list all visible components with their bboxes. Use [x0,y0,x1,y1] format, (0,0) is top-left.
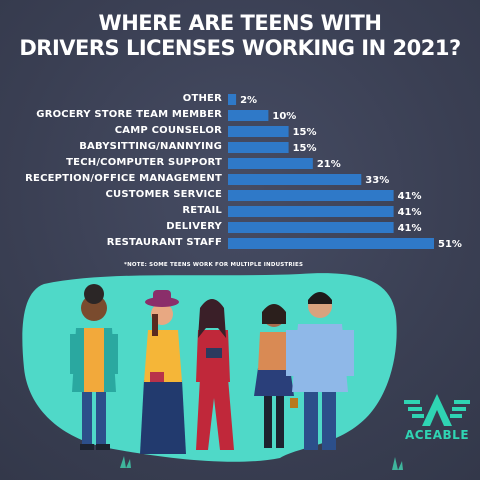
category-label: GROCERY STORE TEAM MEMBER [36,109,222,120]
category-label: DELIVERY [166,221,222,232]
category-label: RETAIL [182,205,222,216]
title-line-2: DRIVERS LICENSES WORKING IN 2021? [19,36,461,60]
value-label: 33% [365,175,389,186]
bar [228,190,394,201]
bar [228,206,394,217]
value-label: 15% [293,143,317,154]
grass-icon [120,456,131,468]
grass-icon [392,457,403,470]
person-2 [140,290,186,454]
title-line-1: WHERE ARE TEENS WITH [98,11,382,35]
bar [228,142,289,153]
category-label: CUSTOMER SERVICE [105,189,222,200]
person-4 [254,304,298,448]
person-1 [70,284,118,450]
category-label: BABYSITTING/NANNYING [79,141,222,152]
bar [228,174,362,185]
footnote: *NOTE: SOME TEENS WORK FOR MULTIPLE INDU… [124,262,304,268]
value-label: 41% [398,223,422,234]
value-label: 21% [317,159,341,170]
category-label: RECEPTION/OFFICE MANAGEMENT [25,173,222,184]
bar-chart: 2%10%15%15%21%33%41%41%41%51% [228,94,462,250]
value-label: 10% [272,111,296,122]
category-label: CAMP COUNSELOR [114,125,222,136]
bar [228,126,289,137]
teens-illustration [22,273,403,470]
value-label: 2% [240,95,257,106]
aceable-logo-text: ACEABLE [404,428,470,442]
category-label: OTHER [182,93,222,104]
value-label: 15% [293,127,317,138]
category-label: RESTAURANT STAFF [106,237,222,248]
person-5 [286,292,354,450]
person-3 [196,299,234,450]
bar [228,110,269,121]
aceable-logo-icon [404,394,470,426]
value-label: 51% [438,239,462,250]
bar [228,222,394,233]
value-label: 41% [398,191,422,202]
bar [228,158,313,169]
category-label: TECH/COMPUTER SUPPORT [66,157,222,168]
bar [228,94,237,105]
bar [228,238,434,249]
value-label: 41% [398,207,422,218]
